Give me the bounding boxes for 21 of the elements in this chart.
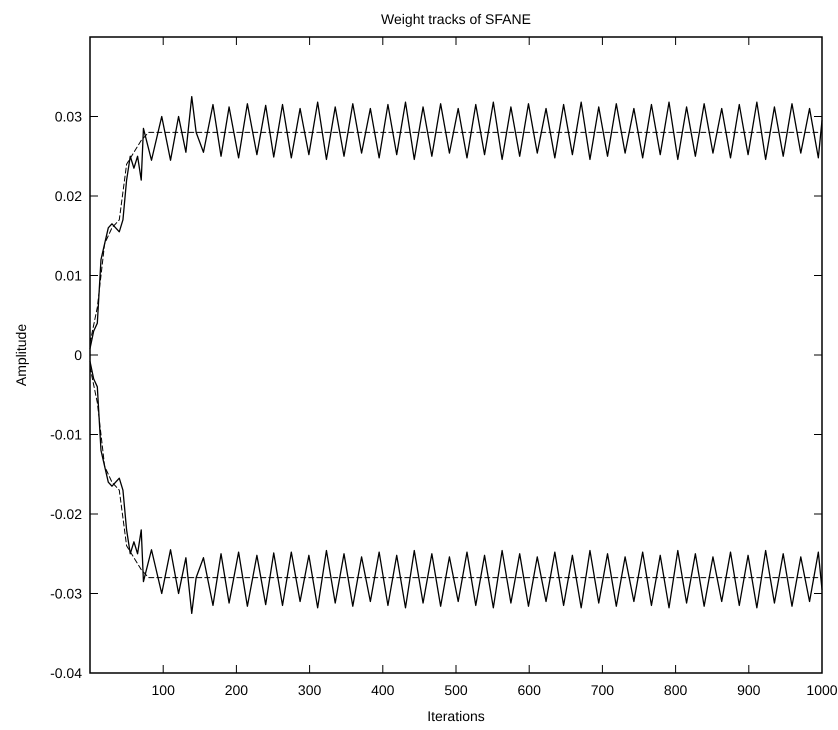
y-tick-label: -0.04 xyxy=(50,665,82,681)
x-tick-label: 600 xyxy=(518,682,542,698)
x-tick-label: 800 xyxy=(664,682,688,698)
x-axis-title: Iterations xyxy=(427,708,485,724)
y-tick-label: -0.02 xyxy=(50,506,82,522)
y-tick-label: 0.02 xyxy=(54,188,82,204)
x-tick-label: 1000 xyxy=(806,682,838,698)
x-tick-label: 300 xyxy=(298,682,322,698)
x-tick-label: 700 xyxy=(590,682,614,698)
x-tick-label: 500 xyxy=(444,682,468,698)
x-tick-label: 400 xyxy=(371,682,395,698)
x-tick-label: 100 xyxy=(152,682,176,698)
y-tick-label: 0 xyxy=(74,347,82,363)
x-tick-label: 900 xyxy=(737,682,761,698)
chart-title: Weight tracks of SFANE xyxy=(381,11,531,27)
y-tick-label: 0.03 xyxy=(54,108,82,124)
y-axis-title: Amplitude xyxy=(13,324,29,386)
y-tick-label: -0.03 xyxy=(50,586,82,602)
x-tick-label: 200 xyxy=(224,682,248,698)
y-tick-label: 0.01 xyxy=(54,268,82,284)
y-tick-label: -0.01 xyxy=(50,426,82,442)
